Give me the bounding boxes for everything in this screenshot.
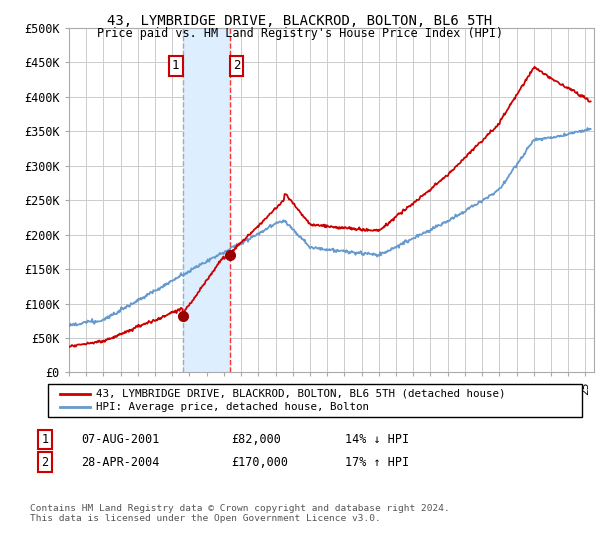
Text: 1: 1 — [41, 433, 49, 446]
Text: 17% ↑ HPI: 17% ↑ HPI — [345, 455, 409, 469]
Text: 28-APR-2004: 28-APR-2004 — [81, 455, 160, 469]
Text: 43, LYMBRIDGE DRIVE, BLACKROD, BOLTON, BL6 5TH (detached house): 43, LYMBRIDGE DRIVE, BLACKROD, BOLTON, B… — [96, 389, 505, 399]
Text: Price paid vs. HM Land Registry's House Price Index (HPI): Price paid vs. HM Land Registry's House … — [97, 27, 503, 40]
Text: 14% ↓ HPI: 14% ↓ HPI — [345, 433, 409, 446]
Text: 2: 2 — [41, 455, 49, 469]
Text: 2: 2 — [233, 59, 240, 72]
Text: 1: 1 — [172, 59, 179, 72]
Text: £82,000: £82,000 — [231, 433, 281, 446]
Bar — [182, 28, 230, 372]
Text: 43, LYMBRIDGE DRIVE, BLACKROD, BOLTON, BL6 5TH: 43, LYMBRIDGE DRIVE, BLACKROD, BOLTON, B… — [107, 14, 493, 28]
Text: HPI: Average price, detached house, Bolton: HPI: Average price, detached house, Bolt… — [96, 402, 369, 412]
Text: Contains HM Land Registry data © Crown copyright and database right 2024.
This d: Contains HM Land Registry data © Crown c… — [30, 504, 450, 524]
Text: 07-AUG-2001: 07-AUG-2001 — [81, 433, 160, 446]
Text: £170,000: £170,000 — [231, 455, 288, 469]
